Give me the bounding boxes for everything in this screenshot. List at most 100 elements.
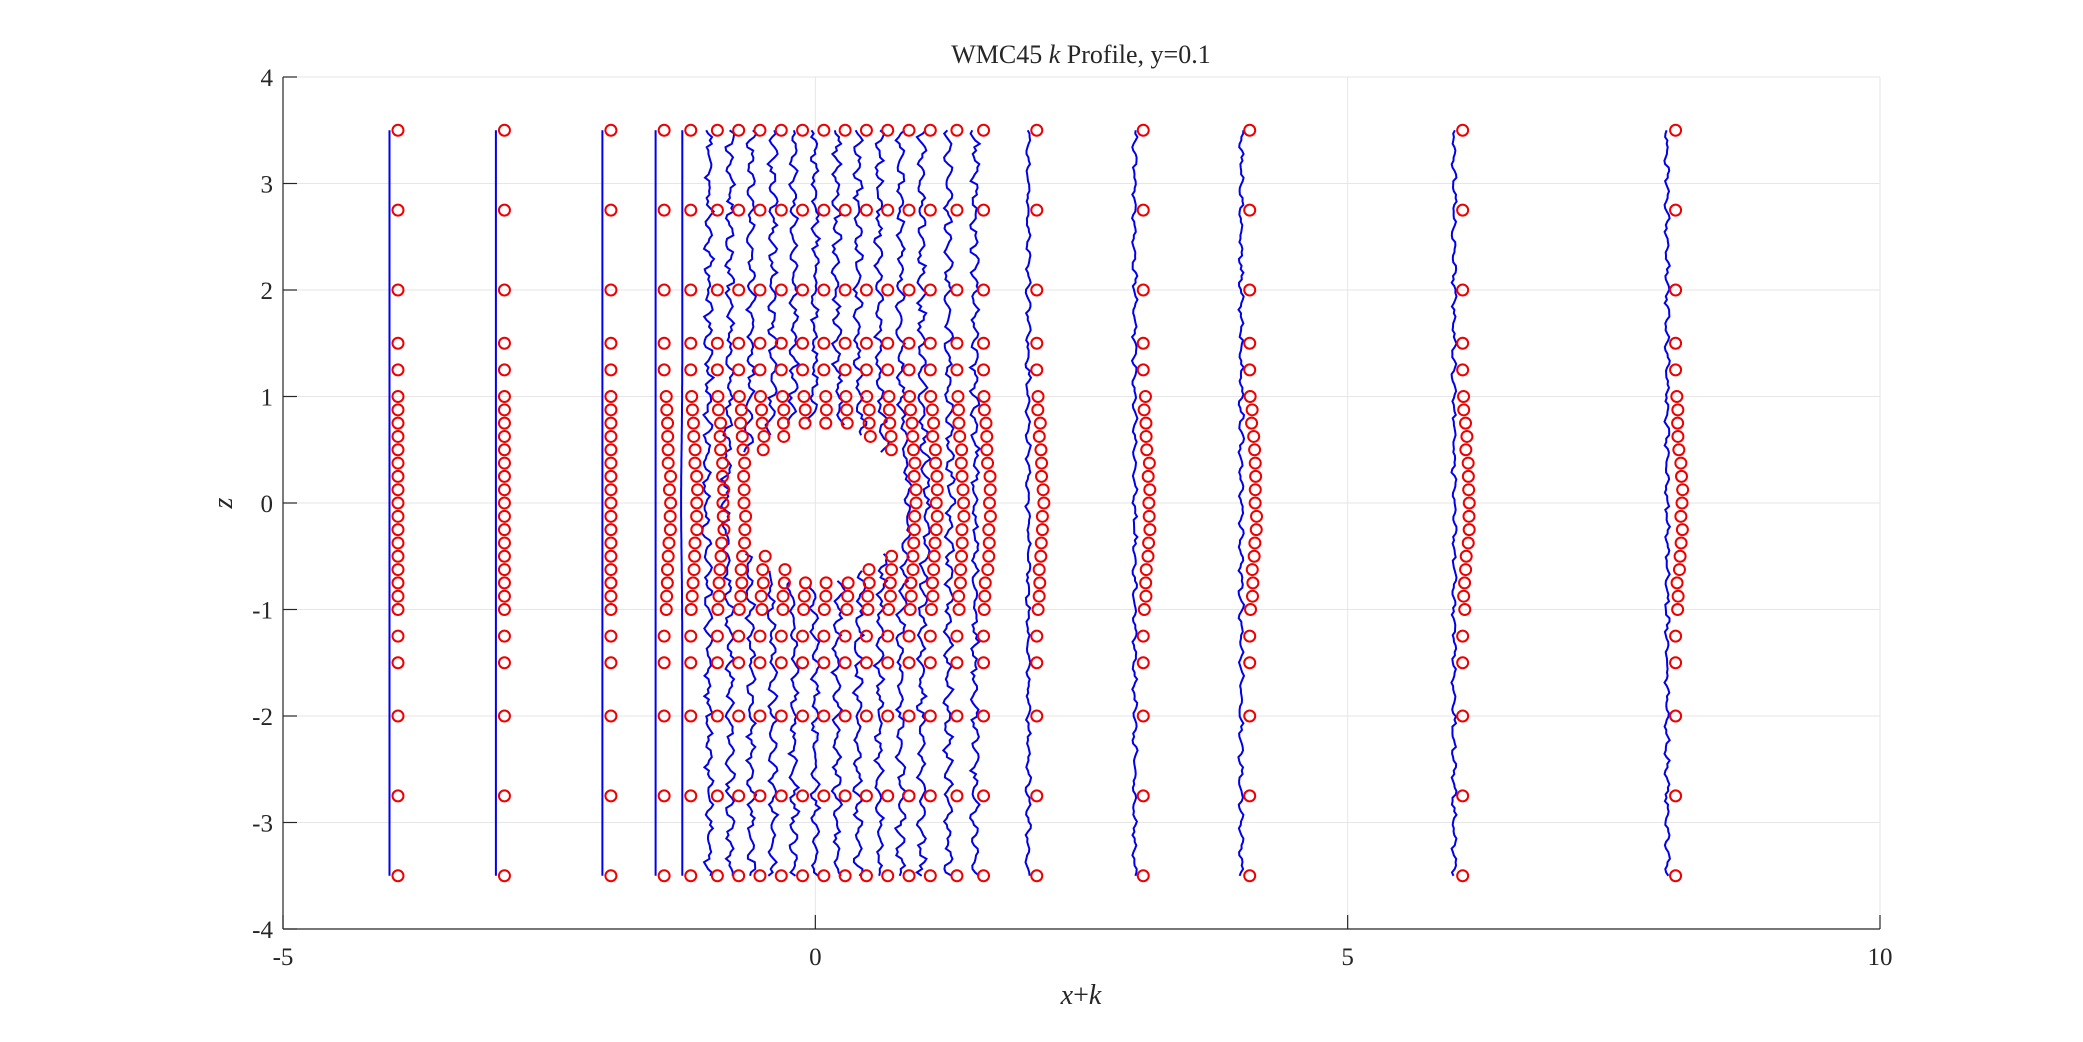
profile-marker bbox=[1246, 589, 1260, 603]
profile-marker bbox=[840, 603, 854, 616]
profile-marker bbox=[902, 709, 916, 723]
profile-marker bbox=[684, 789, 698, 803]
profile-marker bbox=[497, 629, 511, 643]
profile-marker bbox=[798, 416, 812, 430]
profile-marker bbox=[902, 123, 916, 137]
profile-marker bbox=[882, 603, 896, 616]
profile-marker bbox=[710, 123, 724, 137]
profile-marker bbox=[1243, 283, 1257, 297]
profile-marker bbox=[661, 456, 675, 470]
x-tick-label: 0 bbox=[809, 944, 822, 971]
profile-marker bbox=[1032, 589, 1046, 603]
profile-marker bbox=[1138, 390, 1152, 403]
profile-marker bbox=[1030, 709, 1044, 723]
profile-marker bbox=[753, 629, 767, 643]
profile-marker bbox=[953, 576, 967, 590]
profile-marker bbox=[817, 123, 831, 137]
profile-marker bbox=[841, 576, 855, 590]
y-tick-label: 1 bbox=[261, 385, 274, 412]
profile-marker bbox=[1459, 563, 1473, 577]
profile-marker bbox=[1034, 549, 1048, 563]
profile-line bbox=[701, 129, 716, 877]
profile-marker bbox=[714, 416, 728, 430]
profile-marker bbox=[774, 789, 788, 803]
profile-marker bbox=[955, 469, 969, 483]
profile-marker bbox=[755, 403, 769, 417]
profile-marker bbox=[1243, 789, 1257, 803]
profile-marker bbox=[663, 509, 677, 523]
profile-marker bbox=[954, 563, 968, 577]
profile-marker bbox=[774, 336, 788, 350]
profile-marker bbox=[980, 443, 994, 457]
profile-marker bbox=[604, 496, 618, 510]
profile-marker bbox=[923, 203, 937, 217]
profile-line bbox=[680, 130, 684, 876]
profile-marker bbox=[732, 789, 746, 803]
profile-marker bbox=[1137, 603, 1151, 616]
profile-marker bbox=[908, 509, 922, 523]
profile-marker bbox=[859, 789, 873, 803]
profile-marker bbox=[923, 656, 937, 670]
profile-markers bbox=[391, 123, 1690, 883]
profile-marker bbox=[716, 509, 730, 523]
profile-marker bbox=[859, 283, 873, 297]
profile-marker bbox=[732, 283, 746, 297]
profile-marker bbox=[684, 203, 698, 217]
profile-marker bbox=[753, 363, 767, 377]
profile-marker bbox=[929, 456, 943, 470]
profile-marker bbox=[1462, 523, 1476, 537]
profile-marker bbox=[684, 123, 698, 137]
profile-marker bbox=[1671, 603, 1685, 616]
profile-marker bbox=[497, 443, 511, 457]
profile-marker bbox=[684, 656, 698, 670]
profile-marker bbox=[734, 563, 748, 577]
profile-marker bbox=[906, 563, 920, 577]
profile-marker bbox=[391, 709, 405, 723]
profile-marker bbox=[861, 589, 875, 603]
profile-marker bbox=[735, 576, 749, 590]
profile-marker bbox=[796, 363, 810, 377]
profile-marker bbox=[657, 709, 671, 723]
y-tick-label: -1 bbox=[252, 598, 273, 625]
profile-marker bbox=[690, 496, 704, 510]
profile-marker bbox=[884, 429, 898, 443]
profile-marker bbox=[604, 656, 618, 670]
profile-marker bbox=[908, 456, 922, 470]
profile-marker bbox=[684, 336, 698, 350]
profile-marker bbox=[838, 656, 852, 670]
profile-marker bbox=[1456, 656, 1470, 670]
y-tick-label: 3 bbox=[261, 172, 274, 199]
profile-marker bbox=[1139, 563, 1153, 577]
profile-marker bbox=[796, 656, 810, 670]
profile-marker bbox=[497, 589, 511, 603]
profile-marker bbox=[978, 589, 992, 603]
profile-marker bbox=[1457, 390, 1471, 403]
profile-marker bbox=[859, 709, 873, 723]
profile-marker bbox=[1669, 336, 1683, 350]
y-tick-label: -2 bbox=[252, 704, 273, 731]
profile-marker bbox=[686, 416, 700, 430]
profile-marker bbox=[391, 443, 405, 457]
profile-marker bbox=[497, 496, 511, 510]
profile-marker bbox=[604, 403, 618, 417]
y-tick-label: 4 bbox=[261, 65, 274, 92]
profile-marker bbox=[497, 523, 511, 537]
profile-marker bbox=[716, 469, 730, 483]
profile-marker bbox=[957, 496, 971, 510]
profile-marker bbox=[977, 656, 991, 670]
profile-marker bbox=[391, 123, 405, 137]
profile-marker bbox=[1461, 536, 1475, 550]
profile-marker bbox=[838, 869, 852, 883]
profile-marker bbox=[776, 589, 790, 603]
profile-marker bbox=[926, 576, 940, 590]
profile-marker bbox=[1142, 536, 1156, 550]
profile-marker bbox=[1136, 709, 1150, 723]
profile-marker bbox=[1249, 523, 1263, 537]
profile-marker bbox=[391, 390, 405, 403]
profile-line bbox=[1237, 130, 1246, 877]
profile-marker bbox=[685, 390, 699, 403]
profile-marker bbox=[883, 576, 897, 590]
profile-marker bbox=[497, 869, 511, 883]
profile-marker bbox=[817, 603, 831, 616]
profile-line bbox=[968, 129, 982, 877]
